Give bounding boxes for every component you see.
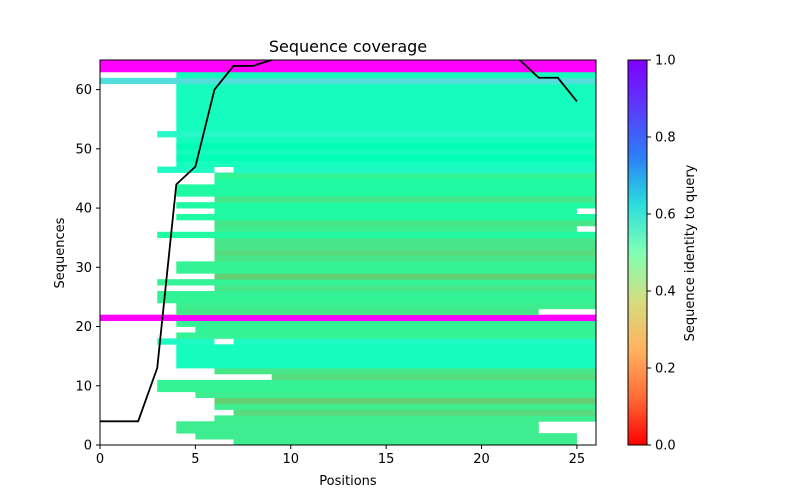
y-axis-label: Sequences xyxy=(53,217,68,288)
plot-frame xyxy=(99,59,597,446)
coverage-bar xyxy=(195,326,596,333)
coverage-bar xyxy=(214,249,596,256)
coverage-bar xyxy=(176,125,596,132)
x-tick-label: 20 xyxy=(473,452,490,467)
coverage-bar xyxy=(176,302,596,310)
colorbar-tick-label: 0.0 xyxy=(655,439,676,454)
coverage-bar xyxy=(176,202,596,209)
y-tick-label: 0 xyxy=(84,439,92,454)
x-axis-ticks: 0 5 10 15 20 25 xyxy=(96,445,585,467)
colorbar xyxy=(627,59,648,446)
coverage-bar xyxy=(176,119,596,126)
y-tick-label: 30 xyxy=(75,261,92,276)
coverage-bar xyxy=(214,225,577,233)
coverage-bar xyxy=(214,219,596,227)
coverage-bar xyxy=(176,320,596,327)
coverage-bar xyxy=(176,83,596,91)
coverage-bar xyxy=(176,362,596,369)
coverage-bar xyxy=(176,113,596,120)
x-axis-label: Positions xyxy=(319,474,377,489)
coverage-bar xyxy=(157,279,596,286)
coverage-bar xyxy=(157,385,596,393)
coverage-bar xyxy=(176,350,596,357)
y-axis-ticks: 0 10 20 30 40 50 60 xyxy=(75,83,100,454)
colorbar-tick-label: 0.2 xyxy=(655,362,676,377)
coverage-bar xyxy=(157,338,215,345)
coverage-bars xyxy=(100,60,596,445)
x-tick-label: 10 xyxy=(282,452,299,467)
colorbar-ticks: 0.0 0.2 0.4 0.6 0.8 1.0 xyxy=(647,54,676,454)
coverage-bar xyxy=(176,107,596,114)
coverage-bar xyxy=(176,214,596,221)
coverage-bar xyxy=(100,60,596,67)
coverage-bar xyxy=(233,166,596,173)
coverage-bar xyxy=(176,427,539,434)
coverage-bar xyxy=(157,131,596,138)
y-tick-label: 50 xyxy=(75,142,92,157)
coverage-bar xyxy=(176,332,596,339)
y-tick-label: 40 xyxy=(75,202,92,217)
coverage-bar xyxy=(176,89,596,96)
colorbar-label: Sequence identity to query xyxy=(683,164,698,341)
coverage-line xyxy=(100,60,578,423)
coverage-bar xyxy=(214,285,596,292)
coverage-bar xyxy=(157,231,596,239)
coverage-bar xyxy=(214,397,596,404)
coverage-bar xyxy=(195,433,577,440)
x-tick-label: 15 xyxy=(378,452,395,467)
x-tick-label: 25 xyxy=(569,452,586,467)
coverage-bar xyxy=(176,148,596,156)
coverage-bar xyxy=(100,314,596,322)
coverage-bar xyxy=(214,273,596,280)
coverage-bar xyxy=(214,368,596,375)
coverage-bar xyxy=(176,184,596,191)
coverage-bar xyxy=(176,267,596,274)
coverage-bar xyxy=(233,338,596,345)
coverage-bar xyxy=(233,439,577,445)
coverage-bar xyxy=(100,77,596,85)
x-tick-label: 5 xyxy=(191,452,199,467)
colorbar-tick-label: 0.4 xyxy=(655,285,676,300)
coverage-bar xyxy=(176,160,596,168)
y-tick-label: 20 xyxy=(75,320,92,335)
coverage-bar xyxy=(195,391,596,399)
colorbar-tick-label: 0.6 xyxy=(655,208,676,223)
coverage-bar xyxy=(176,101,596,108)
coverage-bar xyxy=(176,71,596,79)
y-tick-label: 10 xyxy=(75,379,92,394)
coverage-bar xyxy=(176,344,596,351)
coverage-bar xyxy=(157,166,215,173)
coverage-bar xyxy=(233,409,596,416)
coverage-bar xyxy=(176,137,596,144)
coverage-bar xyxy=(176,356,596,363)
coverage-bar xyxy=(214,415,596,422)
coverage-bar xyxy=(214,196,596,203)
colorbar-tick-label: 0.8 xyxy=(655,131,676,146)
coverage-bar xyxy=(176,95,596,102)
chart-title: Sequence coverage xyxy=(269,37,427,56)
x-tick-label: 0 xyxy=(96,452,104,467)
coverage-bar xyxy=(157,296,596,304)
colorbar-tick-label: 1.0 xyxy=(655,54,676,69)
coverage-bar xyxy=(214,255,596,262)
coverage-bar xyxy=(176,261,596,268)
coverage-bar xyxy=(214,208,577,215)
y-tick-label: 60 xyxy=(75,83,92,98)
coverage-bar xyxy=(214,172,596,179)
coverage-bar xyxy=(176,421,539,428)
coverage-bar xyxy=(214,237,596,245)
coverage-bar xyxy=(176,154,596,162)
coverage-bar xyxy=(157,379,596,387)
coverage-bar xyxy=(176,190,596,197)
coverage-bar xyxy=(157,291,596,298)
coverage-bar xyxy=(214,178,596,185)
coverage-bar xyxy=(271,373,596,381)
coverage-bar xyxy=(176,142,596,150)
coverage-bar xyxy=(100,65,596,73)
coverage-bar xyxy=(176,308,539,316)
coverage-line-layer xyxy=(100,60,578,423)
coverage-bar xyxy=(214,243,596,250)
coverage-bar xyxy=(214,403,596,410)
